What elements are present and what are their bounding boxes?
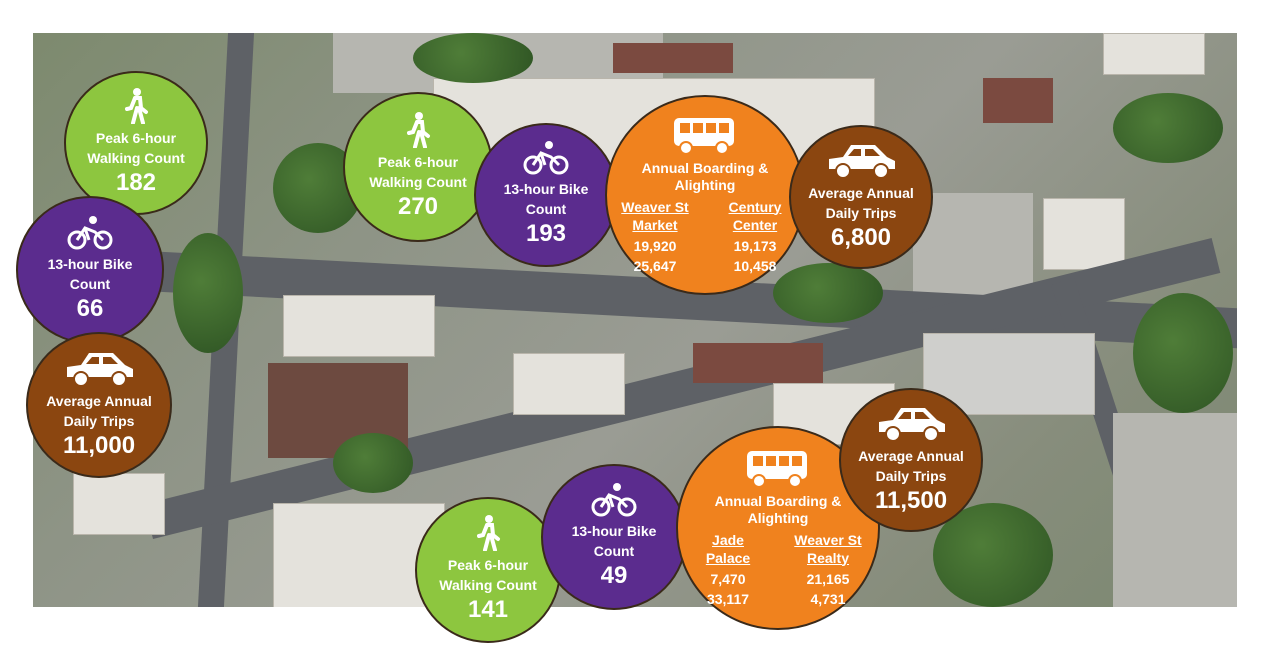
stop-count: 10,458 [733,257,777,274]
stop-name: Century Center [728,198,782,233]
walking-count-circle: Peak 6-hour Walking Count 141 [415,497,561,643]
bicycle-icon [523,141,569,175]
car-icon [879,408,945,442]
bike-count-circle: 13-hour Bike Count 49 [541,464,687,610]
circle-label: Average Annual Daily Trips [808,185,914,221]
bus-icon [672,116,738,156]
stop-count: 33,117 [706,590,750,607]
bus-icon [674,117,734,155]
car-icon [67,353,133,387]
circle-label: 13-hour Bike Count [47,256,133,292]
circle-label: Average Annual Daily Trips [46,393,152,429]
bus-icon [747,450,807,488]
pedestrian-icon [473,515,503,551]
pedestrian-icon [121,88,151,124]
circle-label: Peak 6-hour Walking Count [439,557,537,593]
count-value: 11,000 [62,432,136,459]
count-value: 11,500 [874,487,948,514]
traffic-count-circle: Average Annual Daily Trips 6,800 [789,125,933,269]
car-icon [829,145,895,179]
traffic-count-circle: Average Annual Daily Trips 11,500 [839,388,983,532]
bike-count-circle: 13-hour Bike Count 193 [474,123,618,267]
circle-label: 13-hour Bike Count [503,181,589,217]
pedestrian-icon [477,515,500,551]
car-icon [825,141,897,179]
circle-label: Peak 6-hour Walking Count [87,130,185,166]
count-value: 270 [397,193,439,220]
count-value: 193 [525,220,567,247]
stop-count: 7,470 [710,570,746,587]
stop-name: Jade Palace [705,531,751,566]
stop-columns: Weaver St Market 19,920 25,647 Century Cent… [615,198,795,275]
circle-label: Annual Boarding & Alighting [714,492,842,526]
stop-count: 19,173 [733,237,777,254]
stop-count: 4,731 [810,590,846,607]
pedestrian-icon [407,112,430,148]
pedestrian-icon [403,112,433,148]
stop-name: Weaver St Market [621,198,689,233]
stop-count: 25,647 [633,257,677,274]
car-icon [875,404,947,442]
bicycle-icon [67,216,113,250]
traffic-count-circle: Average Annual Daily Trips 11,000 [26,332,172,478]
circle-label: Annual Boarding & Alighting [641,159,769,193]
circle-label: Average Annual Daily Trips [858,448,964,484]
count-value: 182 [115,169,157,196]
count-value: 66 [76,295,104,322]
walking-count-circle: Peak 6-hour Walking Count 270 [343,92,493,242]
bicycle-icon [591,483,637,517]
stop-name: Weaver St Realty [794,531,862,566]
bus-stop: Weaver St Market 19,920 25,647 [615,198,695,275]
bus-stop: Century Center 19,173 10,458 [715,198,795,275]
bus-stop: Jade Palace 7,470 33,117 [688,531,768,608]
stop-count: 19,920 [633,237,677,254]
pedestrian-icon [125,88,148,124]
walking-count-circle: Peak 6-hour Walking Count 182 [64,71,208,215]
bus-icon [745,449,811,489]
circle-label: Peak 6-hour Walking Count [369,154,467,190]
stop-count: 21,165 [806,570,850,587]
count-value: 141 [467,596,509,623]
stop-columns: Jade Palace 7,470 33,117 Weaver St Realty 21… [688,531,868,608]
bicycle-icon [67,216,113,250]
car-icon [63,349,135,387]
circle-label: 13-hour Bike Count [571,523,657,559]
bus-stop: Weaver St Realty 21,165 4,731 [788,531,868,608]
transit-count-circle: Annual Boarding & Alighting Weaver St Mar… [605,95,805,295]
count-value: 49 [600,562,628,589]
bike-count-circle: 13-hour Bike Count 66 [16,196,164,344]
bicycle-icon [523,141,569,175]
count-value: 6,800 [830,224,892,251]
transit-count-circle: Annual Boarding & Alighting Jade Palace 7,… [676,426,880,630]
bicycle-icon [591,483,637,517]
